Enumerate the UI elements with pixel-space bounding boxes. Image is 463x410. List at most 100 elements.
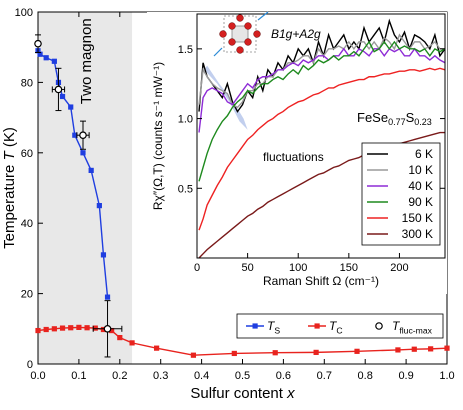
atom [219, 30, 227, 38]
y-tick-label: 20 [21, 289, 33, 301]
data-point-TC [444, 345, 450, 351]
x-tick-label: 0.7 [317, 370, 332, 382]
inset-legend-label: 150 K [402, 211, 433, 225]
data-point-TS [43, 55, 49, 61]
atom [244, 22, 252, 30]
two-magnon-region [38, 12, 133, 364]
inset-legend-box [361, 142, 441, 246]
x-tick-label: 1.0 [439, 370, 454, 382]
data-point-TS [96, 203, 102, 209]
series-line-TC [37, 326, 448, 356]
fluctuation-band [204, 65, 248, 130]
data-point-TC [68, 325, 74, 331]
x-tick-label: 0.3 [153, 370, 168, 382]
compound-label: FeSe0.77S0.23 [357, 110, 432, 127]
data-point-TC [428, 346, 434, 352]
inset-legend-label: 40 K [408, 179, 433, 193]
x-tick-label: 0.2 [112, 370, 127, 382]
data-point-Tfluc-max [103, 324, 112, 333]
data-point-Tfluc-max [79, 131, 87, 140]
inset-legend: 6 K 10 K 40 K 90 K 150 K 300 K [361, 142, 441, 246]
y-tick-label: 80 [21, 77, 33, 89]
inset-series-150-K [198, 67, 446, 231]
main-legend: TS TC Tfluc-max [236, 313, 444, 339]
inset-series-6-K [198, 18, 446, 113]
series-Tfluc-max [34, 34, 123, 358]
polarization-arrow [257, 11, 269, 21]
data-point-TS [72, 132, 78, 138]
y-tick-label: 0 [27, 359, 33, 371]
inset-x-axis-label: Raman Shift Ω (cm⁻¹) [263, 274, 379, 288]
data-point-TS [100, 252, 107, 258]
inset-legend-label: 300 K [402, 227, 433, 241]
legend-label-TS: TS [267, 319, 280, 336]
main-legend-box [236, 313, 444, 339]
series-TC [35, 324, 450, 358]
y-tick-label: 60 [21, 148, 33, 160]
data-point-TS [37, 51, 43, 57]
inset-legend-label: 90 K [408, 195, 433, 209]
x-tick-label: 0.1 [71, 370, 86, 382]
atom [244, 38, 252, 46]
data-point-Tfluc-max [34, 39, 42, 48]
inset-plot-frame [196, 13, 446, 259]
data-point-TC [190, 352, 197, 358]
y-tick-label: 100 [15, 7, 33, 19]
data-point-TS [104, 294, 111, 300]
data-point-TC [354, 348, 360, 354]
x-tick-label: 0.6 [276, 370, 291, 382]
symmetry-label: B1g+A2g [271, 27, 321, 41]
crystal-structure-icon [213, 11, 269, 57]
atom [236, 14, 244, 22]
x-tick-label: 0.0 [30, 370, 45, 382]
data-point-TC [154, 345, 160, 351]
inset-x-tick-label: 100 [289, 262, 307, 274]
inset-series-10-K [198, 33, 445, 109]
y-axis-label: Temperature T (K) [1, 127, 18, 249]
inset-x-tick-label: 200 [390, 262, 408, 274]
data-point-TC [129, 340, 135, 346]
x-axis-label: Sulfur content x [190, 385, 295, 402]
inset-y-tick-label: 1.0 [178, 114, 193, 126]
data-point-TS [59, 93, 66, 100]
fluctuations-label: fluctuations [263, 150, 324, 164]
x-tick-label: 0.8 [358, 370, 373, 382]
inset-x-tick-label: 0 [194, 262, 200, 274]
data-point-TS [51, 58, 57, 64]
inset-y-tick-label: 0.5 [178, 183, 193, 195]
data-point-TC [35, 327, 41, 334]
atom [236, 46, 244, 54]
atom [228, 38, 236, 46]
data-point-TC [313, 349, 319, 355]
legend-label-Tfluc-max: Tfluc-max [392, 319, 433, 336]
data-point-TS [68, 104, 74, 110]
inset-series-300-K [198, 131, 445, 259]
data-point-TC [100, 326, 107, 333]
atom [228, 22, 236, 30]
data-point-TC [117, 335, 123, 341]
data-point-Tfluc-max [54, 85, 63, 94]
atom [253, 30, 261, 38]
x-tick-label: 0.5 [235, 370, 250, 382]
data-point-TS [88, 167, 94, 173]
unit-cell-inner [231, 25, 249, 43]
inset-x-tick-label: 50 [241, 262, 253, 274]
data-point-TC [395, 347, 401, 353]
legend-label-TC: TC [329, 319, 343, 336]
data-point-TC [84, 325, 90, 331]
inset-series-90-K [198, 40, 446, 182]
data-point-TC [51, 326, 57, 332]
data-point-TC [231, 350, 237, 357]
inset-series-40-K [198, 47, 446, 133]
inset-y-tick-label: 1.5 [178, 44, 193, 56]
polarization-arrow [213, 47, 223, 57]
two-magnon-label: Two magnon [78, 18, 95, 104]
data-point-TC [411, 346, 417, 352]
data-point-TC [43, 326, 49, 333]
inset-x-tick-label: 150 [340, 262, 358, 274]
data-point-TS [80, 150, 86, 156]
legend-marker [314, 323, 320, 329]
x-tick-label: 0.9 [398, 370, 413, 382]
legend-marker [375, 322, 383, 330]
